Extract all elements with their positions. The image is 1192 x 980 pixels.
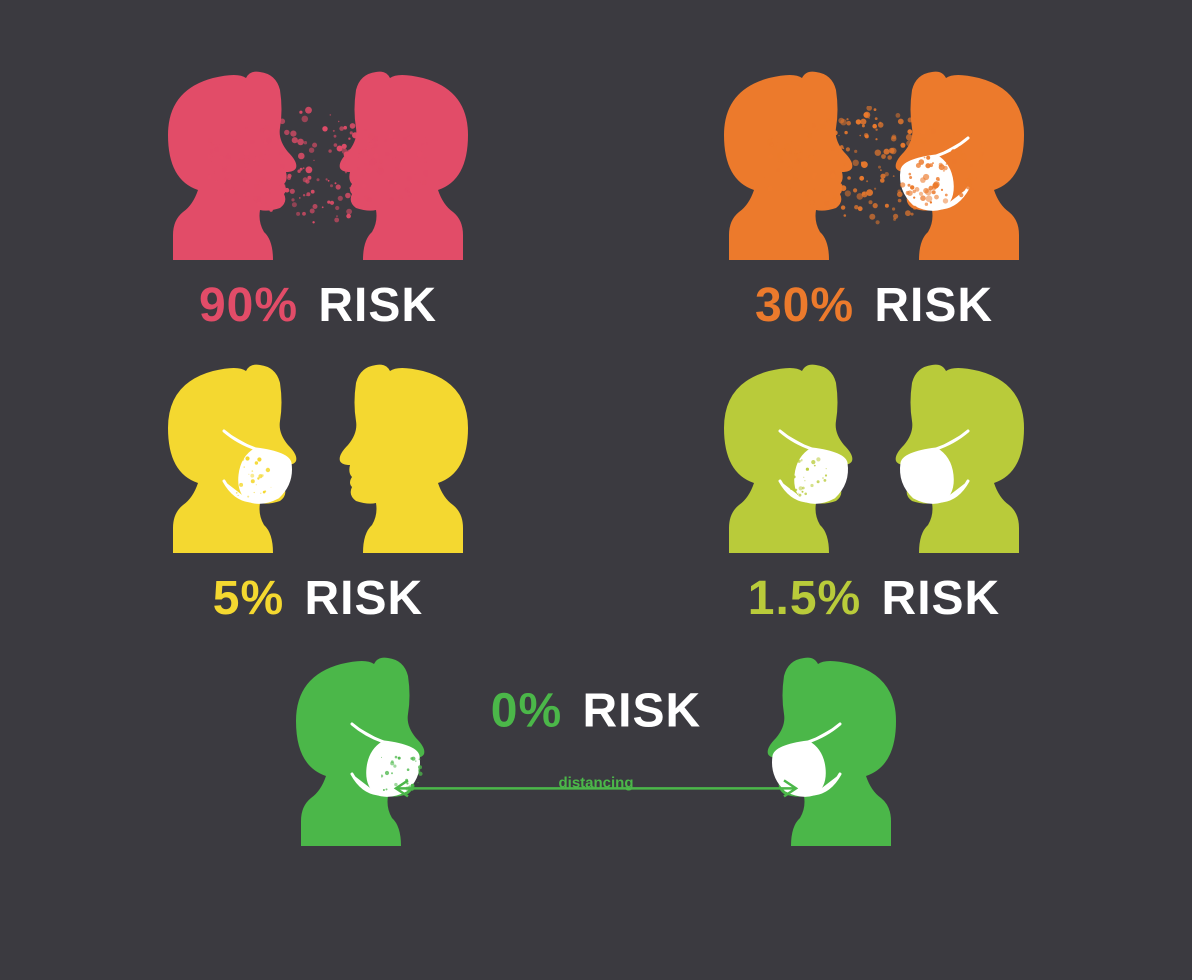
center-label-block: 0% RISK distancing (386, 683, 806, 791)
head-pair-1-5 (694, 353, 1054, 553)
head-pair-0: 0% RISK distancing (266, 646, 926, 846)
risk-word: RISK (583, 684, 702, 737)
risk-word: RISK (874, 279, 993, 332)
risk-label-30: 30% RISK (755, 278, 993, 333)
risk-percent: 5% (213, 572, 284, 625)
risk-percent: 30% (755, 279, 854, 332)
droplets-light-icon (230, 452, 290, 502)
panel-1-5: 1.5% RISK (596, 353, 1152, 626)
risk-infographic: 90% RISK 30% RISK 5% RISK (0, 0, 1192, 876)
panel-90: 90% RISK (40, 60, 596, 333)
head-right-mask-icon (884, 353, 1054, 553)
head-pair-90 (138, 60, 498, 260)
risk-label-1-5: 1.5% RISK (748, 571, 1000, 626)
droplets-icon (764, 106, 984, 226)
risk-label-90: 90% RISK (199, 278, 437, 333)
risk-label-0: 0% RISK (491, 683, 701, 738)
head-right-icon (328, 353, 498, 553)
head-pair-30 (694, 60, 1054, 260)
panel-5: 5% RISK (40, 353, 596, 626)
risk-percent: 0% (491, 684, 562, 737)
risk-label-5: 5% RISK (213, 571, 423, 626)
risk-word: RISK (882, 572, 1001, 625)
distancing-label: distancing (558, 774, 633, 791)
risk-word: RISK (318, 279, 437, 332)
head-pair-5 (138, 353, 498, 553)
panel-0: 0% RISK distancing (40, 646, 1152, 846)
risk-percent: 90% (199, 279, 298, 332)
distancing-arrow: distancing (386, 768, 806, 791)
risk-percent: 1.5% (748, 572, 861, 625)
risk-word: RISK (305, 572, 424, 625)
droplets-icon (208, 106, 428, 226)
panel-30: 30% RISK (596, 60, 1152, 333)
droplets-light-icon (786, 452, 846, 502)
